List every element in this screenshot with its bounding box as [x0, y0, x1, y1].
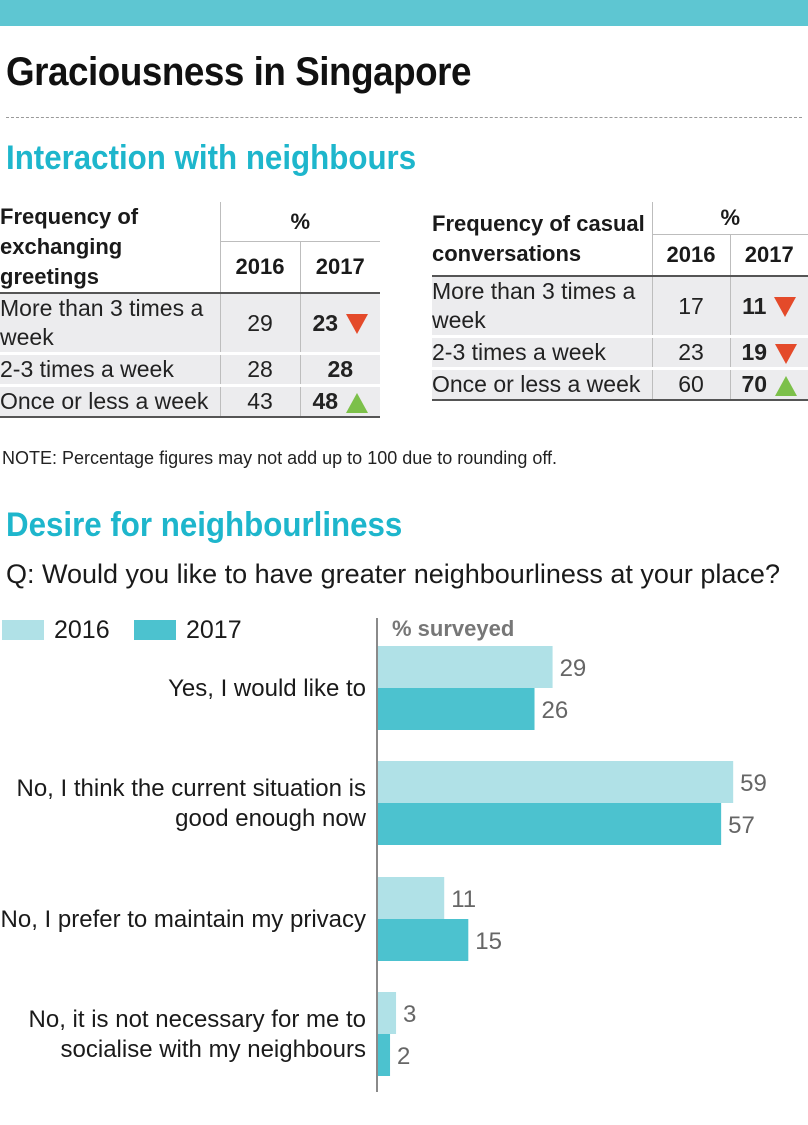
table-note: NOTE: Percentage figures may not add up … — [2, 448, 558, 468]
bar-2017 — [378, 919, 469, 961]
table-row: 2-3 times a week 23 19 — [432, 335, 808, 369]
greetings-table-unit: % — [219, 202, 380, 243]
legend-swatch-2016 — [2, 620, 44, 640]
row-label: 2-3 times a week — [0, 352, 220, 386]
greetings-table-year-2016: 2016 — [219, 241, 300, 293]
value-2017: 48 — [312, 388, 339, 414]
conversations-table-header-label: Frequency of casual conversations — [432, 210, 645, 266]
row-label: Once or less a week — [0, 384, 220, 418]
table-row: 2-3 times a week 28 28 — [0, 352, 380, 386]
greetings-table-year-2017: 2017 — [299, 241, 380, 293]
value-2016: 17 — [651, 275, 730, 337]
bar-2016 — [378, 992, 397, 1034]
conversations-table: Frequency of casual conversations % 2016… — [432, 202, 808, 401]
table-row: Once or less a week 43 48 — [0, 384, 380, 418]
value-2017: 11 — [742, 292, 767, 319]
bar-value-label: 2 — [397, 1043, 410, 1070]
bar-2016 — [378, 761, 734, 803]
conversations-table-block: Frequency of casual conversations % 2016… — [432, 202, 808, 401]
value-2017: 28 — [327, 356, 354, 382]
bar-value-label: 57 — [728, 812, 755, 839]
table-row: More than 3 times a week 17 11 — [432, 275, 808, 337]
page-title: Graciousness in Singapore — [6, 50, 472, 94]
section-heading-interaction: Interaction with neighbours — [6, 139, 417, 177]
bar-2017 — [378, 803, 722, 845]
greetings-table-header-label: Frequency of exchanging greetings — [0, 204, 139, 289]
category-label: socialise with my neighbours — [61, 1036, 366, 1063]
value-2016: 23 — [651, 335, 730, 369]
axis-unit-label: % surveyed — [392, 616, 514, 641]
row-label: More than 3 times a week — [0, 292, 220, 354]
legend-label-2016: 2016 — [54, 616, 110, 644]
legend-label-2017: 2017 — [186, 616, 242, 644]
down-arrow-icon — [775, 343, 798, 364]
value-2016: 28 — [219, 352, 300, 386]
bar-value-label: 29 — [560, 655, 587, 682]
row-label: More than 3 times a week — [432, 275, 652, 337]
greetings-table-block: Frequency of exchanging greetings % 2016… — [0, 202, 380, 418]
bar-2017 — [378, 688, 535, 730]
table-row: More than 3 times a week 29 23 — [0, 292, 380, 354]
greetings-table: Frequency of exchanging greetings % 2016… — [0, 202, 380, 418]
bar-2016 — [378, 877, 445, 919]
value-2017: 23 — [312, 309, 339, 336]
section-heading-desire: Desire for neighbourliness — [6, 506, 403, 544]
value-2017: 70 — [741, 371, 768, 397]
value-2017: 19 — [741, 339, 768, 365]
survey-question: Q: Would you like to have greater neighb… — [6, 559, 780, 589]
conversations-table-year-2016: 2016 — [651, 234, 730, 276]
up-arrow-icon — [775, 375, 798, 396]
table-row: Once or less a week 60 70 — [432, 367, 808, 401]
value-2016: 60 — [651, 367, 730, 401]
bar-value-label: 26 — [542, 697, 569, 724]
category-label: Yes, I would like to — [168, 675, 366, 702]
category-label: No, it is not necessary for me to — [29, 1006, 366, 1033]
value-2016: 43 — [219, 384, 300, 418]
bar-value-label: 59 — [740, 770, 767, 797]
category-label: No, I prefer to maintain my privacy — [1, 906, 366, 933]
legend-swatch-2017 — [134, 620, 176, 640]
bar-value-label: 11 — [451, 886, 476, 913]
row-label: Once or less a week — [432, 367, 652, 401]
conversations-table-unit: % — [651, 202, 808, 235]
category-label: good enough now — [175, 805, 367, 832]
up-arrow-icon — [346, 392, 369, 413]
bar-value-label: 15 — [475, 928, 502, 955]
bar-2017 — [378, 1034, 391, 1076]
value-2016: 29 — [219, 292, 300, 354]
down-arrow-icon — [774, 297, 797, 318]
bar-2016 — [378, 646, 553, 688]
title-divider — [6, 117, 802, 118]
bar-value-label: 3 — [403, 1001, 416, 1028]
conversations-table-year-2017: 2017 — [729, 234, 808, 276]
row-label: 2-3 times a week — [432, 335, 652, 369]
category-label: No, I think the current situation is — [17, 775, 367, 802]
down-arrow-icon — [346, 314, 369, 335]
accent-top-bar — [0, 0, 808, 26]
